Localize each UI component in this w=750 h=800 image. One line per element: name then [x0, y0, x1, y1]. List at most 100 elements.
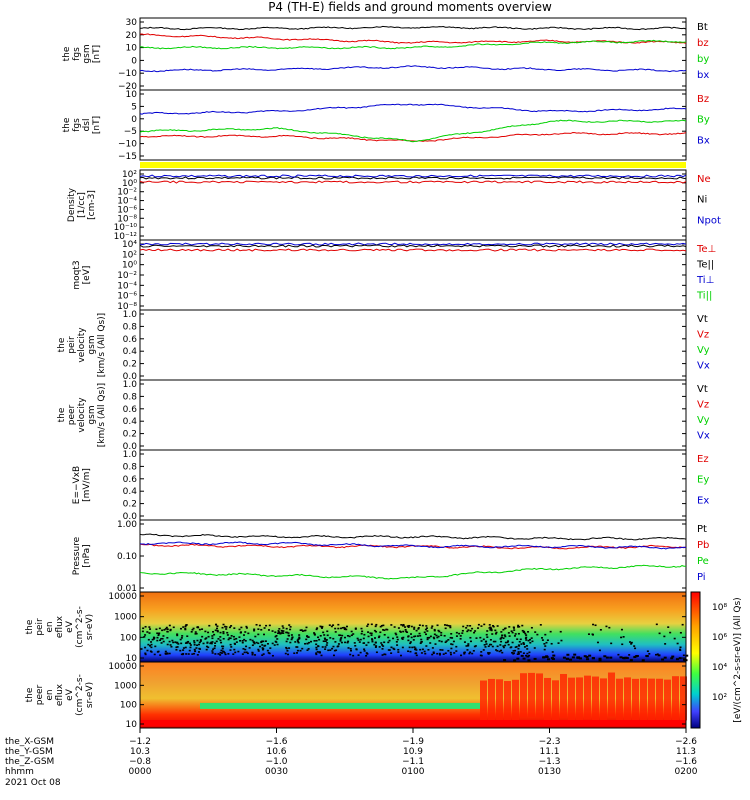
spectrogram-noise	[578, 657, 582, 660]
spectrogram-noise	[374, 646, 377, 648]
spectrogram-noise	[394, 632, 397, 635]
spectrogram-noise	[449, 625, 452, 627]
spectrogram-noise	[321, 625, 324, 628]
spectrogram-noise	[221, 647, 224, 650]
spectrogram-noise	[441, 649, 444, 651]
spectrogram-noise	[174, 641, 177, 643]
x-axis-tick-label: 10.6	[266, 747, 286, 757]
spectrogram-noise	[240, 626, 243, 629]
spectrogram-noise	[383, 641, 386, 644]
spectrogram-noise	[166, 652, 169, 655]
spectrogram-noise	[630, 643, 633, 645]
spectrogram-noise	[438, 652, 441, 655]
spectrogram-noise	[275, 641, 278, 643]
spectrogram-noise	[489, 629, 492, 631]
spectrogram-noise	[332, 645, 335, 648]
spectrogram-burst	[672, 676, 679, 721]
spectrogram-noise	[449, 651, 452, 654]
spectrogram-noise	[452, 640, 455, 643]
spectrogram-noise	[206, 641, 209, 644]
spectrogram-noise	[165, 626, 168, 629]
spectrogram-noise	[409, 641, 412, 643]
spectrogram-noise	[181, 635, 184, 637]
legend-bx: Bx	[697, 135, 710, 146]
spectrogram-noise	[392, 637, 395, 640]
spectrogram-noise	[495, 649, 498, 651]
legend-ey: Ey	[697, 475, 709, 486]
spectrogram-noise	[262, 640, 265, 643]
spectrogram-noise	[390, 652, 393, 654]
spectrogram-noise	[443, 634, 446, 637]
spectrogram-noise	[286, 631, 289, 634]
spectrogram-noise	[222, 632, 225, 635]
spectrogram-noise	[569, 658, 573, 661]
spectrogram-noise	[444, 652, 447, 655]
spectrogram-noise	[495, 631, 498, 634]
spectrogram-noise	[387, 649, 390, 651]
spectrogram-noise	[506, 641, 509, 644]
spectrogram-noise	[675, 658, 679, 661]
spectrogram-noise	[374, 625, 377, 628]
spectrogram-noise	[306, 635, 309, 638]
spectrogram-noise	[379, 625, 382, 628]
spectrogram-noise	[524, 632, 527, 635]
spectrogram-noise	[370, 638, 373, 640]
spectrogram-noise	[219, 636, 222, 638]
spectrogram-noise	[157, 634, 160, 637]
spectrogram-noise	[232, 653, 235, 655]
y-tick-label: 10⁻²	[117, 188, 137, 198]
spectrogram-noise	[482, 638, 485, 641]
spectrogram-noise	[337, 627, 340, 630]
colorbar	[690, 591, 701, 729]
spectrogram-noise	[172, 626, 175, 629]
spectrogram-noise	[226, 631, 229, 634]
x-axis-row-label: the_Z-GSM	[5, 757, 54, 767]
spectrogram-noise	[261, 644, 264, 646]
y-axis-label: fgs	[72, 47, 82, 61]
series-line-pi	[139, 541, 687, 550]
panel-peer-vel-frame	[139, 379, 687, 451]
spectrogram-noise	[467, 629, 470, 631]
spectrogram-noise	[517, 624, 520, 627]
spectrogram-noise	[630, 641, 633, 644]
spectrogram-noise	[326, 634, 329, 637]
spectrogram-noise	[148, 632, 151, 634]
spectrogram-noise	[565, 657, 569, 660]
spectrogram-noise	[444, 641, 447, 644]
spectrogram-noise	[305, 626, 308, 629]
spectrogram-noise	[221, 626, 224, 629]
spectrogram-noise	[162, 635, 165, 637]
spectrogram-noise	[193, 641, 196, 644]
y-axis-label: [1/cc]	[77, 192, 87, 218]
spectrogram-noise	[373, 629, 376, 632]
y-tick-label: 1.0	[123, 450, 138, 460]
spectrogram-noise	[516, 653, 519, 655]
spectrogram-noise	[465, 627, 468, 629]
spectrogram-noise	[252, 641, 255, 643]
panel-peer-eflux-ylabel: the peer en eflux eV (cm^2-s-sr-eV)	[25, 674, 95, 716]
spectrogram-noise	[531, 640, 534, 643]
spectrogram-noise	[296, 646, 299, 648]
y-tick-label: 10	[126, 654, 138, 664]
spectrogram-noise	[324, 648, 327, 650]
spectrogram-noise	[184, 646, 187, 649]
spectrogram-noise	[175, 642, 178, 644]
spectrogram-noise	[587, 633, 590, 635]
spectrogram-noise	[289, 628, 292, 631]
legend-ni: Ni	[697, 195, 707, 206]
panel-peir-eflux-ylabel: the peir en eflux eV (cm^2-s-sr-eV)	[25, 606, 95, 648]
spectrogram-noise	[207, 631, 210, 634]
spectrogram-noise	[517, 632, 520, 635]
spectrogram-noise	[223, 651, 226, 654]
spectrogram-noise	[278, 631, 281, 634]
spectrogram-noise	[598, 649, 601, 652]
spectrogram-noise	[156, 651, 159, 653]
spectrogram-noise	[315, 646, 318, 649]
spectrogram-noise	[147, 638, 150, 641]
spectrogram-noise	[287, 634, 290, 637]
spectrogram-noise	[188, 649, 191, 652]
spectrogram-noise	[229, 649, 232, 651]
spectrogram-noise	[494, 640, 497, 643]
panel-fgs-gsm-frame	[139, 17, 687, 91]
spectrogram-noise	[525, 645, 528, 647]
